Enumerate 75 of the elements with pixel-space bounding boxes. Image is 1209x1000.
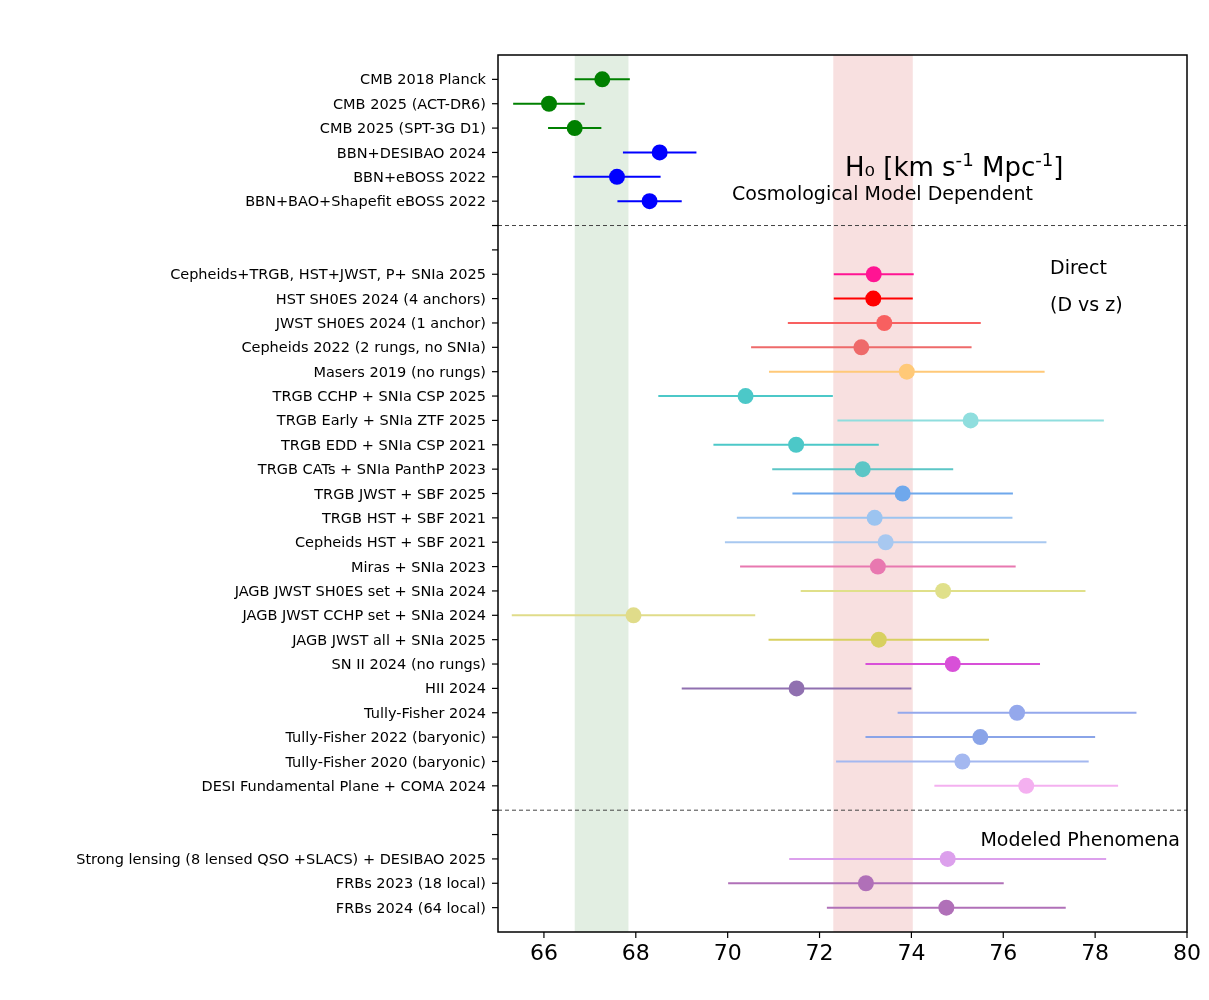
point	[788, 436, 805, 453]
point	[608, 168, 625, 185]
point	[853, 339, 870, 356]
y-tick-label: Masers 2019 (no rungs)	[313, 363, 486, 380]
y-tick-label: TRGB CATs + SNIa PanthP 2023	[256, 461, 486, 478]
y-tick-label: CMB 2025 (SPT-3G D1)	[319, 120, 486, 137]
y-tick-label: Cepheids HST + SBF 2021	[294, 534, 486, 551]
point	[954, 753, 971, 770]
point	[898, 363, 915, 380]
y-tick-label: CMB 2025 (ACT-DR6)	[332, 95, 486, 112]
y-tick-label: TRGB CCHP + SNIa CSP 2025	[271, 388, 486, 405]
point	[877, 534, 894, 551]
y-tick-label: Strong lensing (8 lensed QSO +SLACS) + DESIBAO 2025	[76, 850, 486, 867]
point	[876, 314, 893, 331]
y-tick-label: Cepheids+TRGB, HST+JWST, P+ SNIa 2025	[170, 266, 486, 283]
y-tick-label: TRGB EDD + SNIa CSP 2021	[280, 436, 486, 453]
point	[854, 461, 871, 478]
x-tick-label: 72	[805, 940, 834, 965]
y-tick-label: BBN+DESIBAO 2024	[336, 144, 486, 161]
y-tick-label: Tully-Fisher 2024	[363, 704, 486, 721]
y-tick-label: FRBs 2023 (18 local)	[335, 875, 486, 892]
point	[1009, 704, 1026, 721]
y-tick-label: HST SH0ES 2024 (4 anchors)	[275, 290, 486, 307]
x-tick-label: 70	[713, 940, 742, 965]
point	[1018, 777, 1035, 794]
point	[737, 388, 754, 405]
x-tick-label: 80	[1173, 940, 1201, 965]
y-tick-label: BBN+eBOSS 2022	[353, 168, 486, 185]
point	[894, 485, 911, 502]
point	[566, 120, 583, 137]
y-tick-label: HII 2024	[425, 680, 486, 697]
y-tick-label: Miras + SNIa 2023	[350, 558, 486, 575]
y-tick-label: JAGB JWST SH0ES set + SNIa 2024	[233, 583, 486, 600]
y-tick-label: TRGB HST + SBF 2021	[320, 509, 486, 526]
x-tick-label: 74	[897, 940, 926, 965]
y-tick-label: Tully-Fisher 2022 (baryonic)	[284, 729, 486, 746]
y-tick-label: JAGB JWST all + SNIa 2025	[291, 631, 486, 648]
point	[857, 875, 874, 892]
x-tick-label: 76	[989, 940, 1018, 965]
point	[625, 607, 642, 624]
point	[866, 509, 883, 526]
annotation: Direct	[1050, 256, 1107, 278]
x-tick-label: 66	[529, 940, 558, 965]
point	[935, 582, 952, 599]
point	[944, 656, 961, 673]
point	[938, 899, 955, 916]
point	[594, 71, 611, 88]
y-tick-label: SN II 2024 (no rungs)	[331, 656, 486, 673]
point	[788, 680, 805, 697]
y-tick-label: CMB 2018 Planck	[360, 71, 487, 88]
x-tick-label: 78	[1081, 940, 1110, 965]
point	[869, 558, 886, 575]
y-tick-label: Cepheids 2022 (2 rungs, no SNIa)	[241, 339, 486, 356]
y-tick-label: JWST SH0ES 2024 (1 anchor)	[274, 315, 486, 332]
y-tick-label: TRGB Early + SNIa ZTF 2025	[275, 412, 486, 429]
annotation: (D vs z)	[1050, 293, 1123, 315]
point	[939, 850, 956, 867]
y-tick-label: Tully-Fisher 2020 (baryonic)	[284, 753, 486, 770]
y-tick-label: FRBs 2024 (64 local)	[335, 899, 486, 916]
point	[972, 729, 989, 746]
y-tick-label: BBN+BAO+Shapefit eBOSS 2022	[245, 193, 486, 210]
annotation: Modeled Phenomena	[980, 828, 1180, 850]
point	[651, 144, 668, 161]
point	[540, 95, 557, 112]
y-tick-label: TRGB JWST + SBF 2025	[313, 485, 486, 502]
y-tick-label: DESI Fundamental Plane + COMA 2024	[201, 777, 486, 794]
y-tick-label: JAGB JWST CCHP set + SNIa 2024	[241, 607, 486, 624]
annotation: H₀ [km s$^{-1}$ Mpc$^{-1}$]	[845, 148, 1064, 182]
annotation: Cosmological Model Dependent	[732, 182, 1034, 204]
point	[865, 266, 882, 283]
point	[865, 290, 882, 307]
x-tick-label: 68	[621, 940, 650, 965]
point	[641, 193, 658, 210]
point	[962, 412, 979, 429]
point	[870, 631, 887, 648]
